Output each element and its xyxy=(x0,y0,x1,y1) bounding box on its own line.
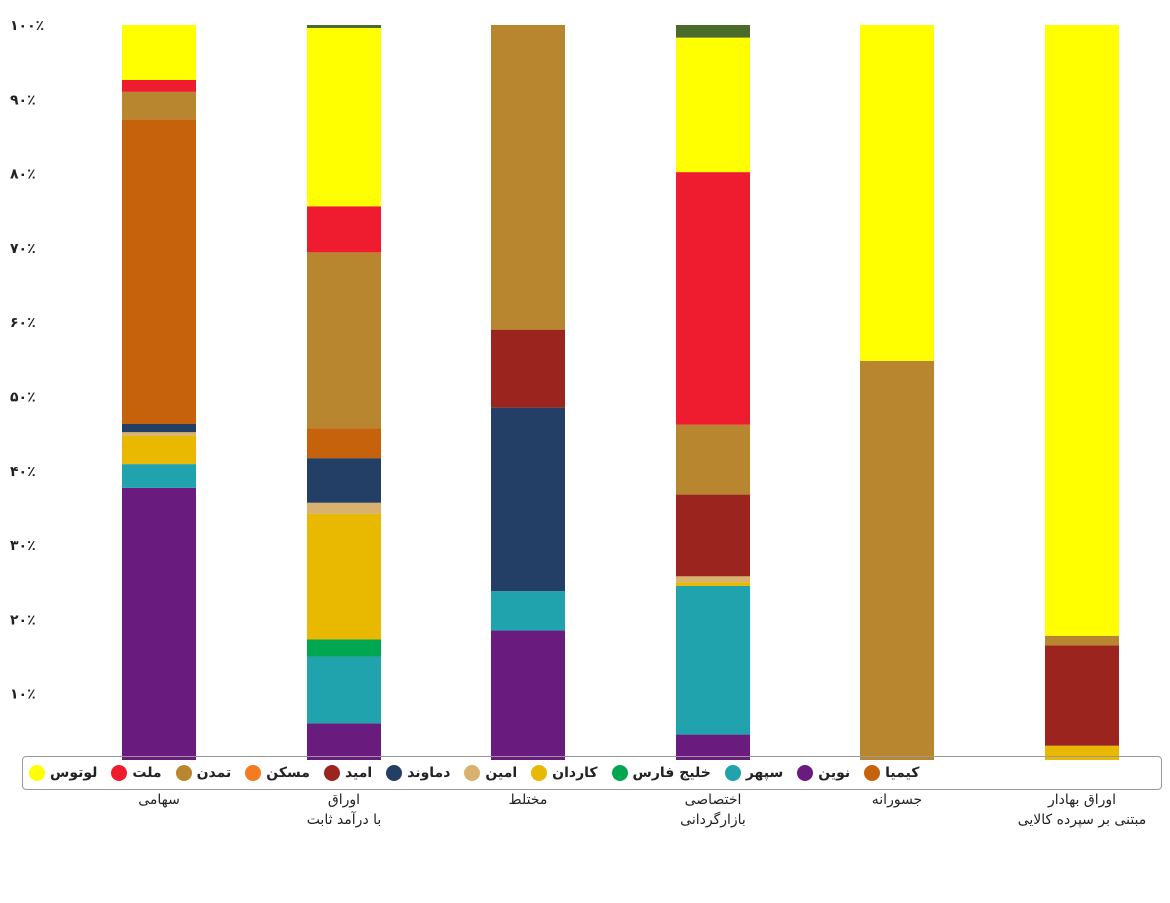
y-tick-label: ۴۰٪ xyxy=(10,464,36,480)
legend-label: کاردان xyxy=(552,765,598,781)
x-category-label: اوراق با درآمد ثابت xyxy=(306,792,382,828)
legend-color-dot xyxy=(386,765,403,781)
legend-label: کیمیا xyxy=(885,765,920,781)
bar-segment xyxy=(122,423,196,433)
legend-item: لوتوس xyxy=(29,765,97,781)
x-axis-labels: سهامی اوراق با درآمد ثابت مختلط اختصاصی باز… xyxy=(0,790,1170,850)
bar-segment xyxy=(307,656,381,724)
y-tick-label: ۱۰۰٪ xyxy=(10,18,44,34)
bar-segment xyxy=(122,91,196,120)
bar-segment xyxy=(676,172,750,425)
y-tick-label: ۲۰٪ xyxy=(10,612,36,628)
legend-color-dot xyxy=(323,765,340,781)
x-category-label: اوراق بهادار مبتنی بر سپرده کالایی xyxy=(1017,792,1147,828)
legend-item: دماوند xyxy=(386,765,450,781)
bar-segment xyxy=(122,487,196,760)
legend-color-dot xyxy=(864,765,881,781)
bar-segment xyxy=(307,639,381,657)
bar-segment xyxy=(307,723,381,760)
legend-label: تمدن xyxy=(196,765,232,781)
bar-segment xyxy=(307,513,381,640)
legend-item: مسکن xyxy=(245,765,310,781)
legend-item: سپهر xyxy=(724,765,784,781)
stacked-bar-chart: ۰٪۱۰٪۲۰٪۳۰٪۴۰٪۵۰٪۶۰٪۷۰٪۸۰٪۹۰٪۱۰۰٪ xyxy=(10,18,1119,760)
bar-segment xyxy=(676,576,750,583)
legend-item: کیمیا xyxy=(864,765,919,781)
bar-segment xyxy=(307,25,381,28)
bar-segment xyxy=(676,585,750,735)
y-tick-label: ۵۰٪ xyxy=(10,390,36,406)
legend-label: امید xyxy=(344,765,373,781)
legend: لوتوس ملت تمدن مسکن امید دماوند امین کاردان خلیج… xyxy=(22,756,1162,790)
legend-color-dot xyxy=(531,765,548,781)
bar-segment xyxy=(676,25,750,38)
bar-segment xyxy=(676,37,750,173)
bar-segment xyxy=(307,206,381,253)
bar-segment xyxy=(491,591,565,631)
legend-label: سپهر xyxy=(745,765,784,781)
y-tick-label: ۷۰٪ xyxy=(10,241,36,257)
bar-segment xyxy=(307,458,381,503)
y-tick-label: ۱۰٪ xyxy=(10,687,36,703)
bar-segment xyxy=(676,494,750,577)
bar-segment xyxy=(1045,635,1119,646)
legend-label: خلیج فارس xyxy=(632,765,711,781)
legend-label: مسکن xyxy=(266,765,310,781)
bar-segment xyxy=(307,502,381,514)
legend-item: نوین xyxy=(797,765,850,781)
x-category-label: جسورانه xyxy=(871,792,923,808)
bar-segment xyxy=(676,424,750,495)
y-tick-label: ۹۰٪ xyxy=(10,92,36,108)
legend-color-dot xyxy=(111,765,128,781)
bar-segment xyxy=(307,252,381,429)
legend-label: لوتوس xyxy=(50,765,98,781)
legend-color-dot xyxy=(175,765,192,781)
legend-label: امین xyxy=(485,765,518,781)
legend-item: امید xyxy=(323,765,373,781)
bar-segment xyxy=(860,360,934,760)
legend-color-dot xyxy=(29,765,45,781)
bar-segment xyxy=(491,329,565,408)
bar-segment xyxy=(860,25,934,361)
legend-item: امین xyxy=(464,765,517,781)
legend-color-dot xyxy=(464,765,481,781)
bar-segment xyxy=(491,407,565,592)
bar-segment xyxy=(1045,25,1119,636)
bar-segment xyxy=(122,119,196,424)
legend-item: کاردان xyxy=(531,765,598,781)
legend-label: دماوند xyxy=(407,765,451,781)
legend-item: تمدن xyxy=(175,765,232,781)
bar-segment xyxy=(1045,645,1119,746)
bar-segment xyxy=(122,432,196,436)
x-category-label: مختلط xyxy=(508,792,548,808)
y-tick-label: ۳۰٪ xyxy=(10,538,36,554)
bar-segment xyxy=(676,734,750,760)
bar-segment xyxy=(491,630,565,760)
legend-label: نوین xyxy=(818,765,851,781)
bar-segment xyxy=(307,27,381,207)
legend-color-dot xyxy=(724,765,741,781)
bar-segment xyxy=(122,464,196,488)
bar-segment xyxy=(307,428,381,459)
y-tick-label: ۸۰٪ xyxy=(10,167,36,183)
legend-color-dot xyxy=(245,765,262,781)
legend-label: ملت xyxy=(132,765,162,781)
x-category-label: سهامی xyxy=(138,792,180,808)
x-category-label: اختصاصی بازارگردانی xyxy=(680,792,746,828)
bar-segment xyxy=(491,25,565,330)
legend-color-dot xyxy=(611,765,628,781)
bar-segment xyxy=(122,79,196,92)
bar-segment xyxy=(676,582,750,586)
legend-item: خلیج فارس xyxy=(611,765,711,781)
legend-color-dot xyxy=(797,765,814,781)
bar-segment xyxy=(122,25,196,80)
bar-segment xyxy=(122,435,196,465)
legend-item: ملت xyxy=(111,765,162,781)
y-tick-label: ۶۰٪ xyxy=(10,315,36,331)
